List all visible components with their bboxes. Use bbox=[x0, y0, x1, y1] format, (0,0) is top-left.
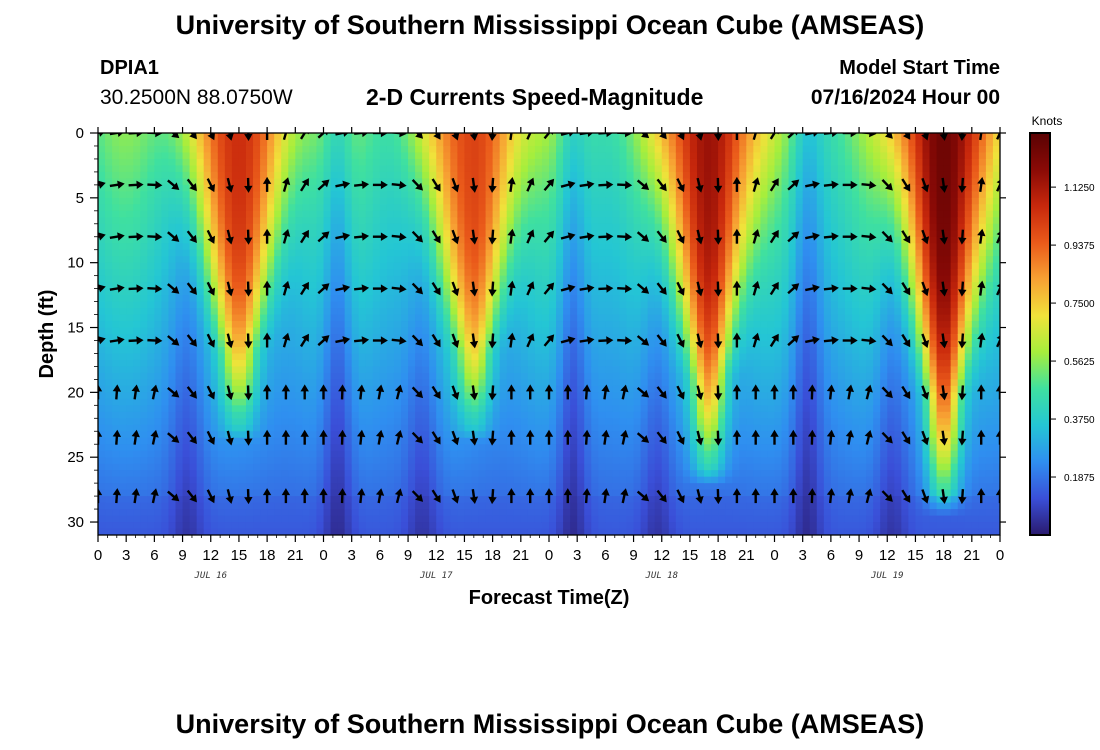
x-tick-label: 12 bbox=[428, 547, 445, 564]
colorbar-tick-label: 0.1875 bbox=[1064, 473, 1095, 484]
date-label: JUL 16 bbox=[193, 571, 227, 581]
y-tick-label: 0 bbox=[76, 125, 84, 142]
x-tick-label: 18 bbox=[710, 547, 727, 564]
x-tick-label: 6 bbox=[827, 547, 835, 564]
speed-heatmap bbox=[98, 133, 1001, 536]
y-tick-label: 15 bbox=[67, 320, 84, 337]
y-tick-label: 25 bbox=[67, 449, 84, 466]
y-axis-title: Depth (ft) bbox=[36, 290, 58, 379]
x-tick-label: 9 bbox=[629, 547, 637, 564]
x-tick-label: 21 bbox=[287, 547, 304, 564]
x-tick-label: 9 bbox=[404, 547, 412, 564]
x-tick-label: 12 bbox=[202, 547, 219, 564]
x-tick-label: 12 bbox=[879, 547, 896, 564]
x-tick-label: 15 bbox=[682, 547, 699, 564]
x-tick-label: 21 bbox=[963, 547, 980, 564]
current-speed-chart: 0 3 6 9 12 15 18 21 0 3 6 9 12 15 18 21 0 3 6 9 12 15 18 21 0 3 6 9… bbox=[0, 0, 1100, 700]
x-tick-label: 6 bbox=[150, 547, 158, 564]
date-labels: JUL 16 JUL 17 JUL 18 JUL 19 bbox=[193, 571, 903, 581]
y-tick-label: 30 bbox=[67, 514, 84, 531]
colorbar-tick-label: 0.3750 bbox=[1064, 415, 1095, 426]
x-tick-label: 21 bbox=[738, 547, 755, 564]
x-tick-label: 9 bbox=[855, 547, 863, 564]
x-tick-label: 9 bbox=[178, 547, 186, 564]
x-tick-label: 15 bbox=[907, 547, 924, 564]
x-tick-label: 18 bbox=[259, 547, 276, 564]
date-label: JUL 17 bbox=[419, 571, 453, 581]
x-tick-label: 15 bbox=[231, 547, 248, 564]
x-tick-label: 3 bbox=[573, 547, 581, 564]
x-axis-title: Forecast Time(Z) bbox=[469, 587, 630, 609]
x-tick-label: 12 bbox=[653, 547, 670, 564]
x-tick-label: 15 bbox=[456, 547, 473, 564]
colorbar-legend: Knots 1.1250 0.9375 0.7500 0.5625 0.3750 0.18… bbox=[1030, 114, 1095, 535]
footer-title: University of Southern Mississippi Ocean… bbox=[0, 709, 1100, 740]
x-tick-label: 21 bbox=[512, 547, 529, 564]
colorbar-tick-label: 0.5625 bbox=[1064, 357, 1095, 368]
x-tick-label: 0 bbox=[94, 547, 102, 564]
y-tick-label: 5 bbox=[76, 190, 84, 207]
x-tick-label: 18 bbox=[484, 547, 501, 564]
x-tick-label: 6 bbox=[376, 547, 384, 564]
colorbar-unit: Knots bbox=[1032, 114, 1063, 128]
colorbar-tick-label: 0.7500 bbox=[1064, 299, 1095, 310]
x-tick-label: 0 bbox=[996, 547, 1004, 564]
colorbar-tick-label: 1.1250 bbox=[1064, 183, 1095, 194]
x-tick-label: 3 bbox=[122, 547, 130, 564]
x-tick-label: 6 bbox=[601, 547, 609, 564]
x-tick-label: 3 bbox=[348, 547, 356, 564]
y-tick-label: 20 bbox=[67, 384, 84, 401]
x-tick-label: 3 bbox=[799, 547, 807, 564]
x-tick-label: 18 bbox=[935, 547, 952, 564]
date-label: JUL 18 bbox=[644, 571, 678, 581]
colorbar-gradient bbox=[1030, 133, 1050, 535]
colorbar-tick-label: 0.9375 bbox=[1064, 241, 1095, 252]
x-tick-label: 0 bbox=[319, 547, 327, 564]
x-tick-label: 0 bbox=[545, 547, 553, 564]
y-tick-label: 10 bbox=[67, 255, 84, 272]
x-tick-label: 0 bbox=[770, 547, 778, 564]
date-label: JUL 19 bbox=[870, 571, 904, 581]
